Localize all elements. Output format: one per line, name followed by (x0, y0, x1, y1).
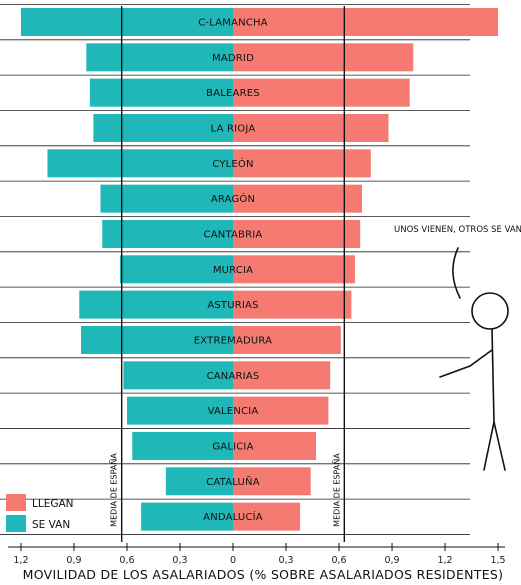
bar-se-van-valencia (126, 396, 233, 425)
category-label-asturias: ASTURIAS (207, 300, 258, 311)
legend: LLEGAN SE VAN (6, 494, 74, 532)
bar-se-van-la-rioja (93, 113, 233, 142)
category-label-canarias: CANARIAS (207, 371, 260, 382)
bar-se-van-asturias (79, 290, 234, 319)
bar-se-van-baleares (89, 78, 233, 107)
category-label-baleares: BALEARES (206, 88, 260, 99)
bar-llegan-canarias (233, 361, 331, 390)
annotation-text: UNOS VIENEN, OTROS SE VAN (394, 225, 521, 235)
bar-se-van-aragon (100, 184, 233, 213)
category-label-c-lamancha: C-LAMANCHA (198, 18, 268, 29)
x-tick-label: 1,5 (490, 555, 505, 566)
category-label-valencia: VALENCIA (208, 406, 259, 417)
bar-se-van-cyleon (47, 149, 234, 178)
bar-llegan-cantabria (233, 219, 361, 248)
x-tick-label: 0,3 (172, 555, 187, 566)
row-separators (0, 4, 470, 535)
reference-label-left: MEDIA DE ESPAÑA (109, 453, 119, 527)
bar-se-van-extremadura (81, 325, 234, 354)
x-tick-label: 1,2 (437, 555, 452, 566)
bar-llegan-madrid (233, 43, 414, 72)
bar-llegan-la-rioja (233, 113, 389, 142)
bar-se-van-canarias (123, 361, 233, 390)
bar-se-van-c-lamancha (20, 8, 234, 36)
category-labels: C-LAMANCHA MADRID BALEARES LA RIOJA CYLEÓN AR… (194, 18, 272, 524)
category-label-aragon: ARAGÓN (211, 192, 255, 205)
bar-llegan-aragon (233, 184, 362, 213)
bar-llegan-andalucia (233, 502, 301, 531)
figure-arm (439, 349, 493, 378)
figure-body (491, 328, 495, 423)
legend-swatch-llegan (6, 494, 26, 511)
x-tick-label: 1,2 (13, 555, 28, 566)
category-label-extremadura: EXTREMADURA (194, 335, 272, 346)
bar-llegan-galicia (233, 431, 317, 460)
category-label-la-rioja: LA RIOJA (211, 123, 256, 134)
bar-se-van-madrid (86, 43, 234, 72)
category-label-cataluna: CATALUÑA (206, 475, 260, 488)
category-label-andalucia: ANDALUCÍA (203, 510, 263, 523)
legend-label-se-van: SE VAN (32, 519, 70, 531)
bar-se-van-andalucia (141, 502, 233, 531)
legend-swatch-se-van (6, 515, 26, 532)
bar-llegan-asturias (233, 290, 352, 319)
bar-se-van-cantabria (102, 219, 233, 248)
x-tick-label: 0,9 (66, 555, 81, 566)
category-label-cantabria: CANTABRIA (204, 229, 263, 240)
stick-figure (439, 247, 509, 471)
x-tick-label: 0 (230, 555, 236, 566)
bar-llegan-murcia (233, 255, 355, 284)
figure-head (471, 292, 509, 330)
bar-se-van-murcia (119, 255, 233, 284)
legend-label-llegan: LLEGAN (32, 498, 74, 510)
speech-tail (452, 247, 461, 299)
bar-llegan-cataluna (233, 467, 311, 496)
bar-se-van-cataluna (165, 467, 233, 496)
bar-llegan-c-lamancha (233, 8, 499, 36)
bar-se-van-galicia (132, 431, 233, 460)
bars-group (20, 8, 499, 531)
category-label-galicia: GALICIA (212, 441, 253, 452)
bar-llegan-extremadura (233, 325, 341, 354)
x-axis-title: MOVILIDAD DE LOS ASALARIADOS (% SOBRE AS… (23, 567, 504, 582)
figure-left-leg (483, 421, 495, 471)
x-tick-label: 0,3 (278, 555, 293, 566)
reference-lines: MEDIA DE ESPAÑA MEDIA DE ESPAÑA (109, 6, 346, 542)
bar-llegan-baleares (233, 78, 410, 107)
bar-llegan-valencia (233, 396, 329, 425)
x-tick-label: 0,6 (331, 555, 346, 566)
bar-llegan-cyleon (233, 149, 371, 178)
x-tick-label: 0,9 (384, 555, 399, 566)
x-axis: 1,2 0,9 0,6 0,3 0 0,3 0,6 0,9 1,2 1,5 (8, 543, 506, 566)
category-label-murcia: MURCIA (213, 265, 253, 276)
x-tick-label: 0,6 (119, 555, 134, 566)
category-label-cyleon: CYLEÓN (212, 157, 253, 170)
category-label-madrid: MADRID (212, 53, 254, 64)
reference-label-right: MEDIA DE ESPAÑA (331, 453, 341, 527)
figure-right-leg (493, 421, 506, 471)
